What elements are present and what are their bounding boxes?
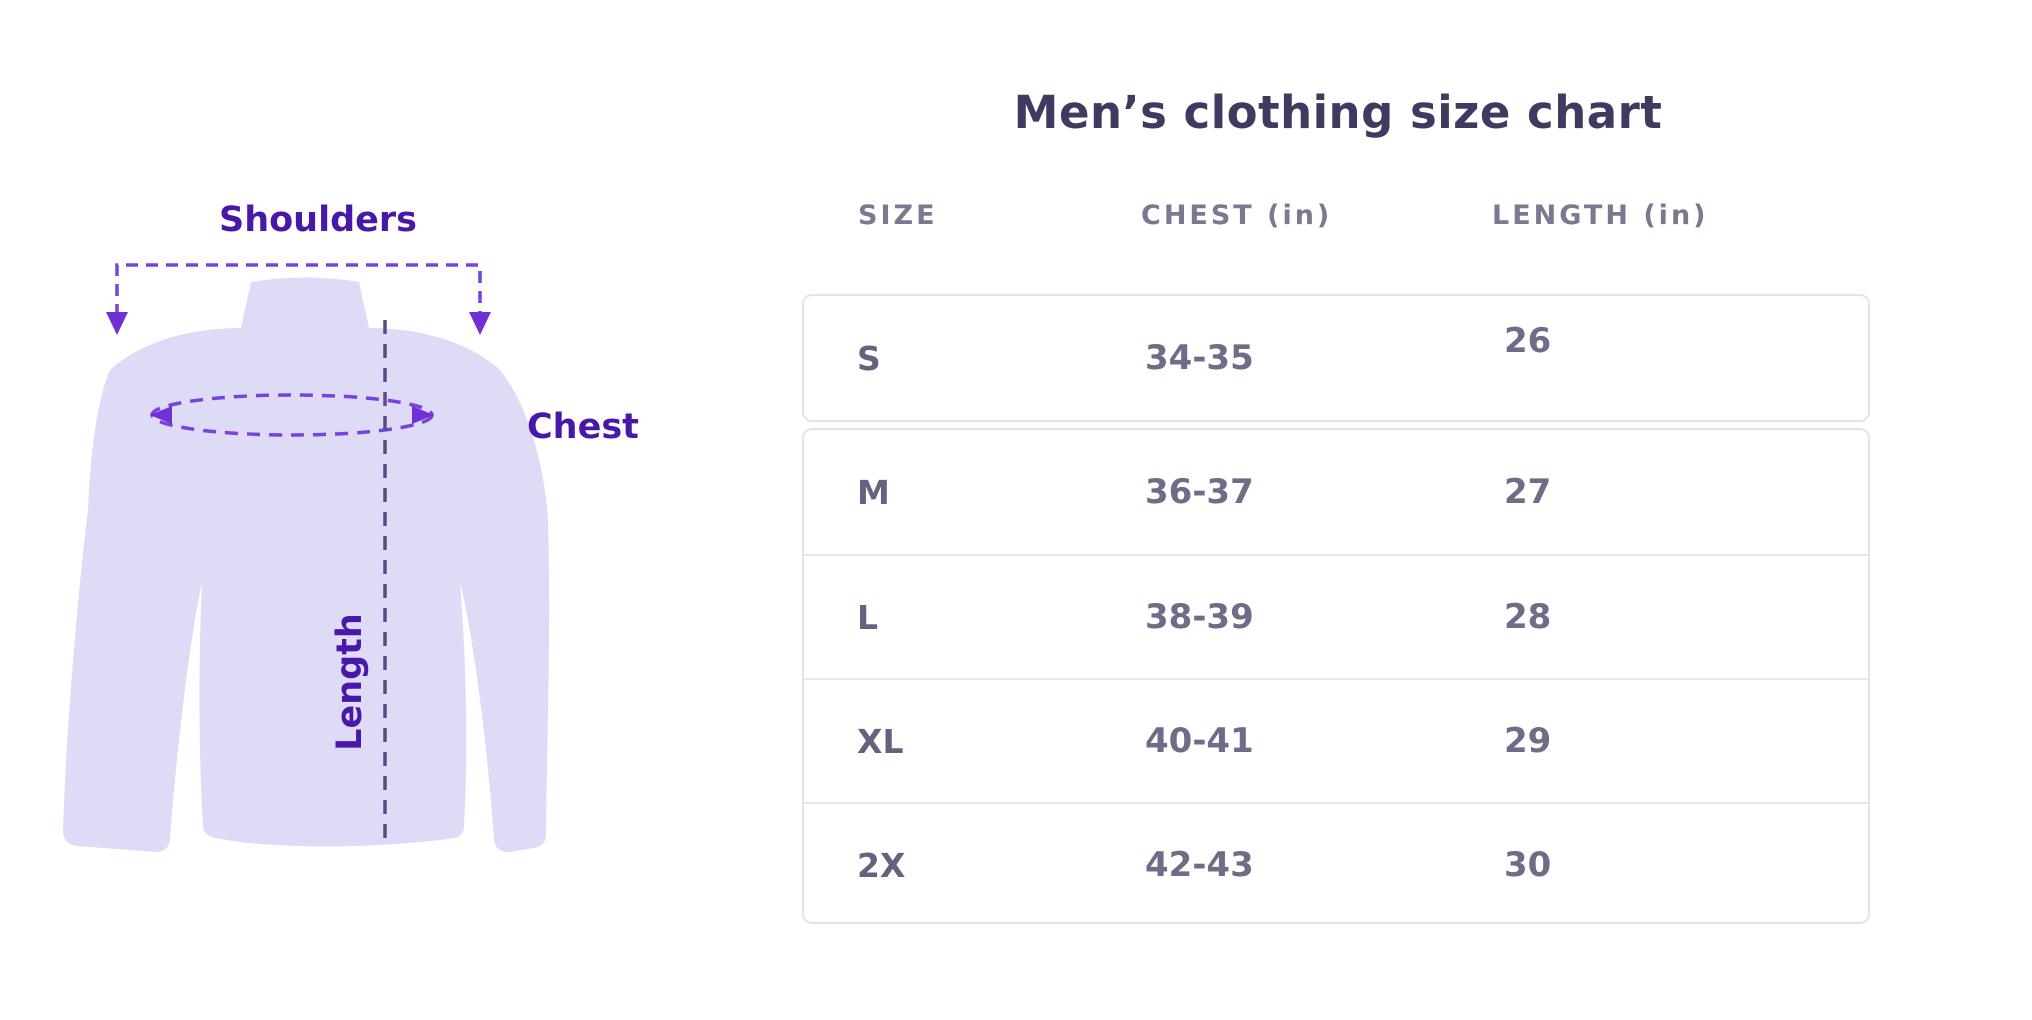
shoulders-arrow-right-icon — [469, 312, 491, 335]
table-row: 2X 42-43 30 — [804, 802, 1868, 926]
shoulders-bracket-line — [115, 263, 482, 316]
length-cell: 27 — [1504, 472, 1552, 512]
length-cell: 28 — [1504, 597, 1552, 637]
chest-cell: 42-43 — [1145, 845, 1254, 885]
shoulders-arrow-left-icon — [106, 312, 128, 335]
chest-cell: 38-39 — [1145, 597, 1254, 637]
column-header-length: LENGTH (in) — [1492, 200, 1709, 231]
chest-arrow-left-icon — [150, 406, 172, 424]
shoulders-label: Shoulders — [219, 200, 417, 240]
table-header-row: SIZE CHEST (in) LENGTH (in) — [802, 200, 1874, 240]
table-row: XL 40-41 29 — [804, 678, 1868, 802]
chest-arrow-right-icon — [412, 406, 434, 424]
shirt-collar — [240, 277, 370, 332]
column-header-chest: CHEST (in) — [1141, 200, 1333, 231]
length-cell: 30 — [1504, 845, 1552, 885]
table-row: L 38-39 28 — [804, 554, 1868, 678]
length-cell: 26 — [1504, 321, 1552, 361]
page-title: Men’s clothing size chart — [1013, 86, 1663, 139]
column-header-size: SIZE — [858, 200, 938, 231]
table-row: S 34-35 26 — [804, 296, 1868, 420]
chest-cell: 36-37 — [1145, 472, 1254, 512]
length-label: Length — [330, 613, 370, 751]
size-cell: 2X — [857, 845, 906, 885]
size-cell: S — [857, 338, 881, 378]
size-table: Men’s clothing size chart SIZE CHEST (in… — [802, 86, 1874, 924]
length-cell: 29 — [1504, 721, 1552, 761]
size-cell: M — [857, 472, 890, 512]
size-cell: L — [857, 597, 879, 637]
shirt-diagram — [63, 263, 550, 852]
shirt-silhouette — [63, 328, 550, 852]
table-box-first-row: S 34-35 26 — [802, 294, 1870, 422]
size-cell: XL — [857, 721, 904, 761]
table-row: M 36-37 27 — [804, 430, 1868, 554]
table-box-remaining-rows: M 36-37 27 L 38-39 28 XL 40-41 29 2X 42-… — [802, 428, 1870, 924]
chest-label: Chest — [527, 407, 639, 447]
chest-cell: 40-41 — [1145, 721, 1254, 761]
chest-cell: 34-35 — [1145, 338, 1254, 378]
